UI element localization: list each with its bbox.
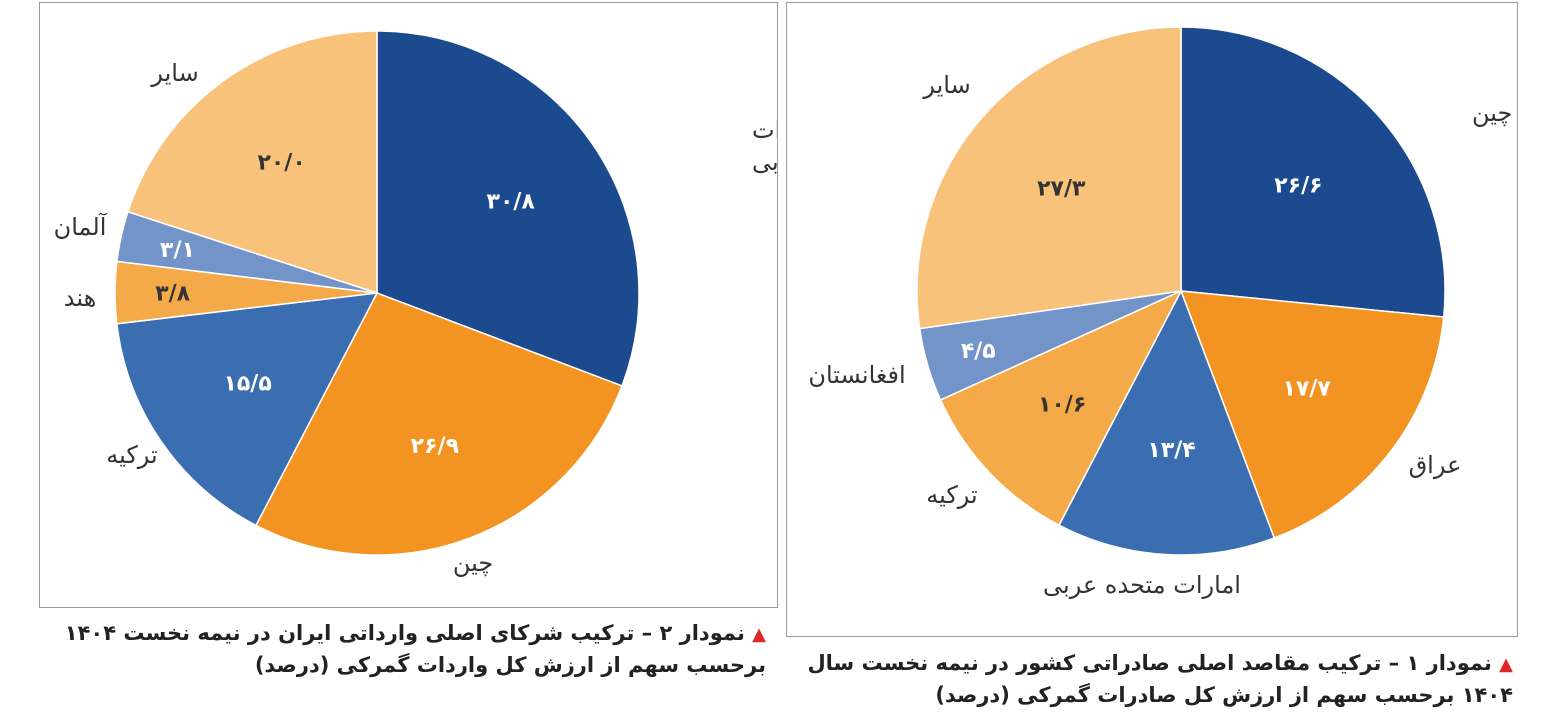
pie-slice	[939, 289, 1183, 527]
caption-triangle-icon: ▲	[1499, 654, 1513, 675]
export-caption-line-1: ▲ نمودار ۱ – ترکیب مقاصد اصلی صادراتی کش…	[807, 651, 1513, 675]
slice-category-label: چین	[1472, 99, 1512, 127]
slice-category-label: عراق	[1409, 451, 1462, 479]
slice-value-label: ۳۰/۸	[487, 190, 536, 215]
slice-category-label: آلمان	[54, 212, 108, 241]
slice-value-label: ۳/۸	[155, 282, 190, 307]
slice-category-label: امارات متحده عربی	[1043, 571, 1241, 599]
export-pie-chart: ۲۶/۶ چین ۱۷/۷ عراق ۱۳/۴ امارات متحده عربی ۱۰/۶…	[808, 26, 1512, 599]
slice-value-label: ۱۰/۶	[1038, 393, 1086, 418]
slice-value-label: ۲۰/۰	[257, 151, 305, 176]
pie-slice	[1180, 26, 1446, 318]
pie-slice	[115, 292, 379, 527]
pie-slice	[126, 30, 378, 295]
slice-category-label: افغانستان	[808, 361, 905, 389]
pie-slice	[1058, 289, 1276, 556]
pie-slice	[254, 292, 623, 556]
import-caption-line-1: ▲ نمودار ۲ – ترکیب شرکای اصلی وارداتی ای…	[64, 621, 766, 645]
slice-value-label: ۲۷/۳	[1037, 176, 1086, 201]
export-caption-line-2: ۱۴۰۴ برحسب سهم از ارزش کل صادرات گمرکی (…	[935, 683, 1513, 707]
slice-category-label: سایر	[922, 71, 970, 99]
export-chart-frame: ۲۶/۶ چین ۱۷/۷ عراق ۱۳/۴ امارات متحده عربی ۱۰/۶…	[786, 2, 1518, 637]
import-chart-caption: ▲ نمودار ۲ – ترکیب شرکای اصلی وارداتی ای…	[26, 618, 766, 680]
slice-value-label: ۲۶/۶	[1274, 174, 1322, 199]
pie-slice	[916, 26, 1182, 330]
slice-category-label: هند	[64, 284, 97, 312]
import-caption-line-2: برحسب سهم از ارزش کل واردات گمرکی (درصد)	[254, 653, 766, 677]
slice-value-label: ۲۶/۹	[411, 434, 459, 459]
slice-category-label: ترکیه	[106, 441, 157, 469]
slice-value-label: ۳/۱	[160, 238, 195, 263]
export-chart-caption: ▲ نمودار ۱ – ترکیب مقاصد اصلی صادراتی کش…	[783, 648, 1513, 710]
pie-slice	[1179, 290, 1445, 539]
slice-category-label: چین	[453, 549, 493, 577]
slice-category-label: ترکیه	[926, 481, 977, 509]
slice-value-label: ۱۳/۴	[1147, 438, 1195, 463]
slice-value-label: ۱۷/۷	[1283, 376, 1332, 401]
pie-slice	[376, 30, 640, 387]
caption-triangle-icon: ▲	[752, 624, 766, 645]
slice-category-label: سایر	[150, 59, 198, 87]
slice-value-label: ۴/۵	[961, 339, 996, 364]
slice-value-label: ۱۵/۵	[223, 371, 271, 396]
